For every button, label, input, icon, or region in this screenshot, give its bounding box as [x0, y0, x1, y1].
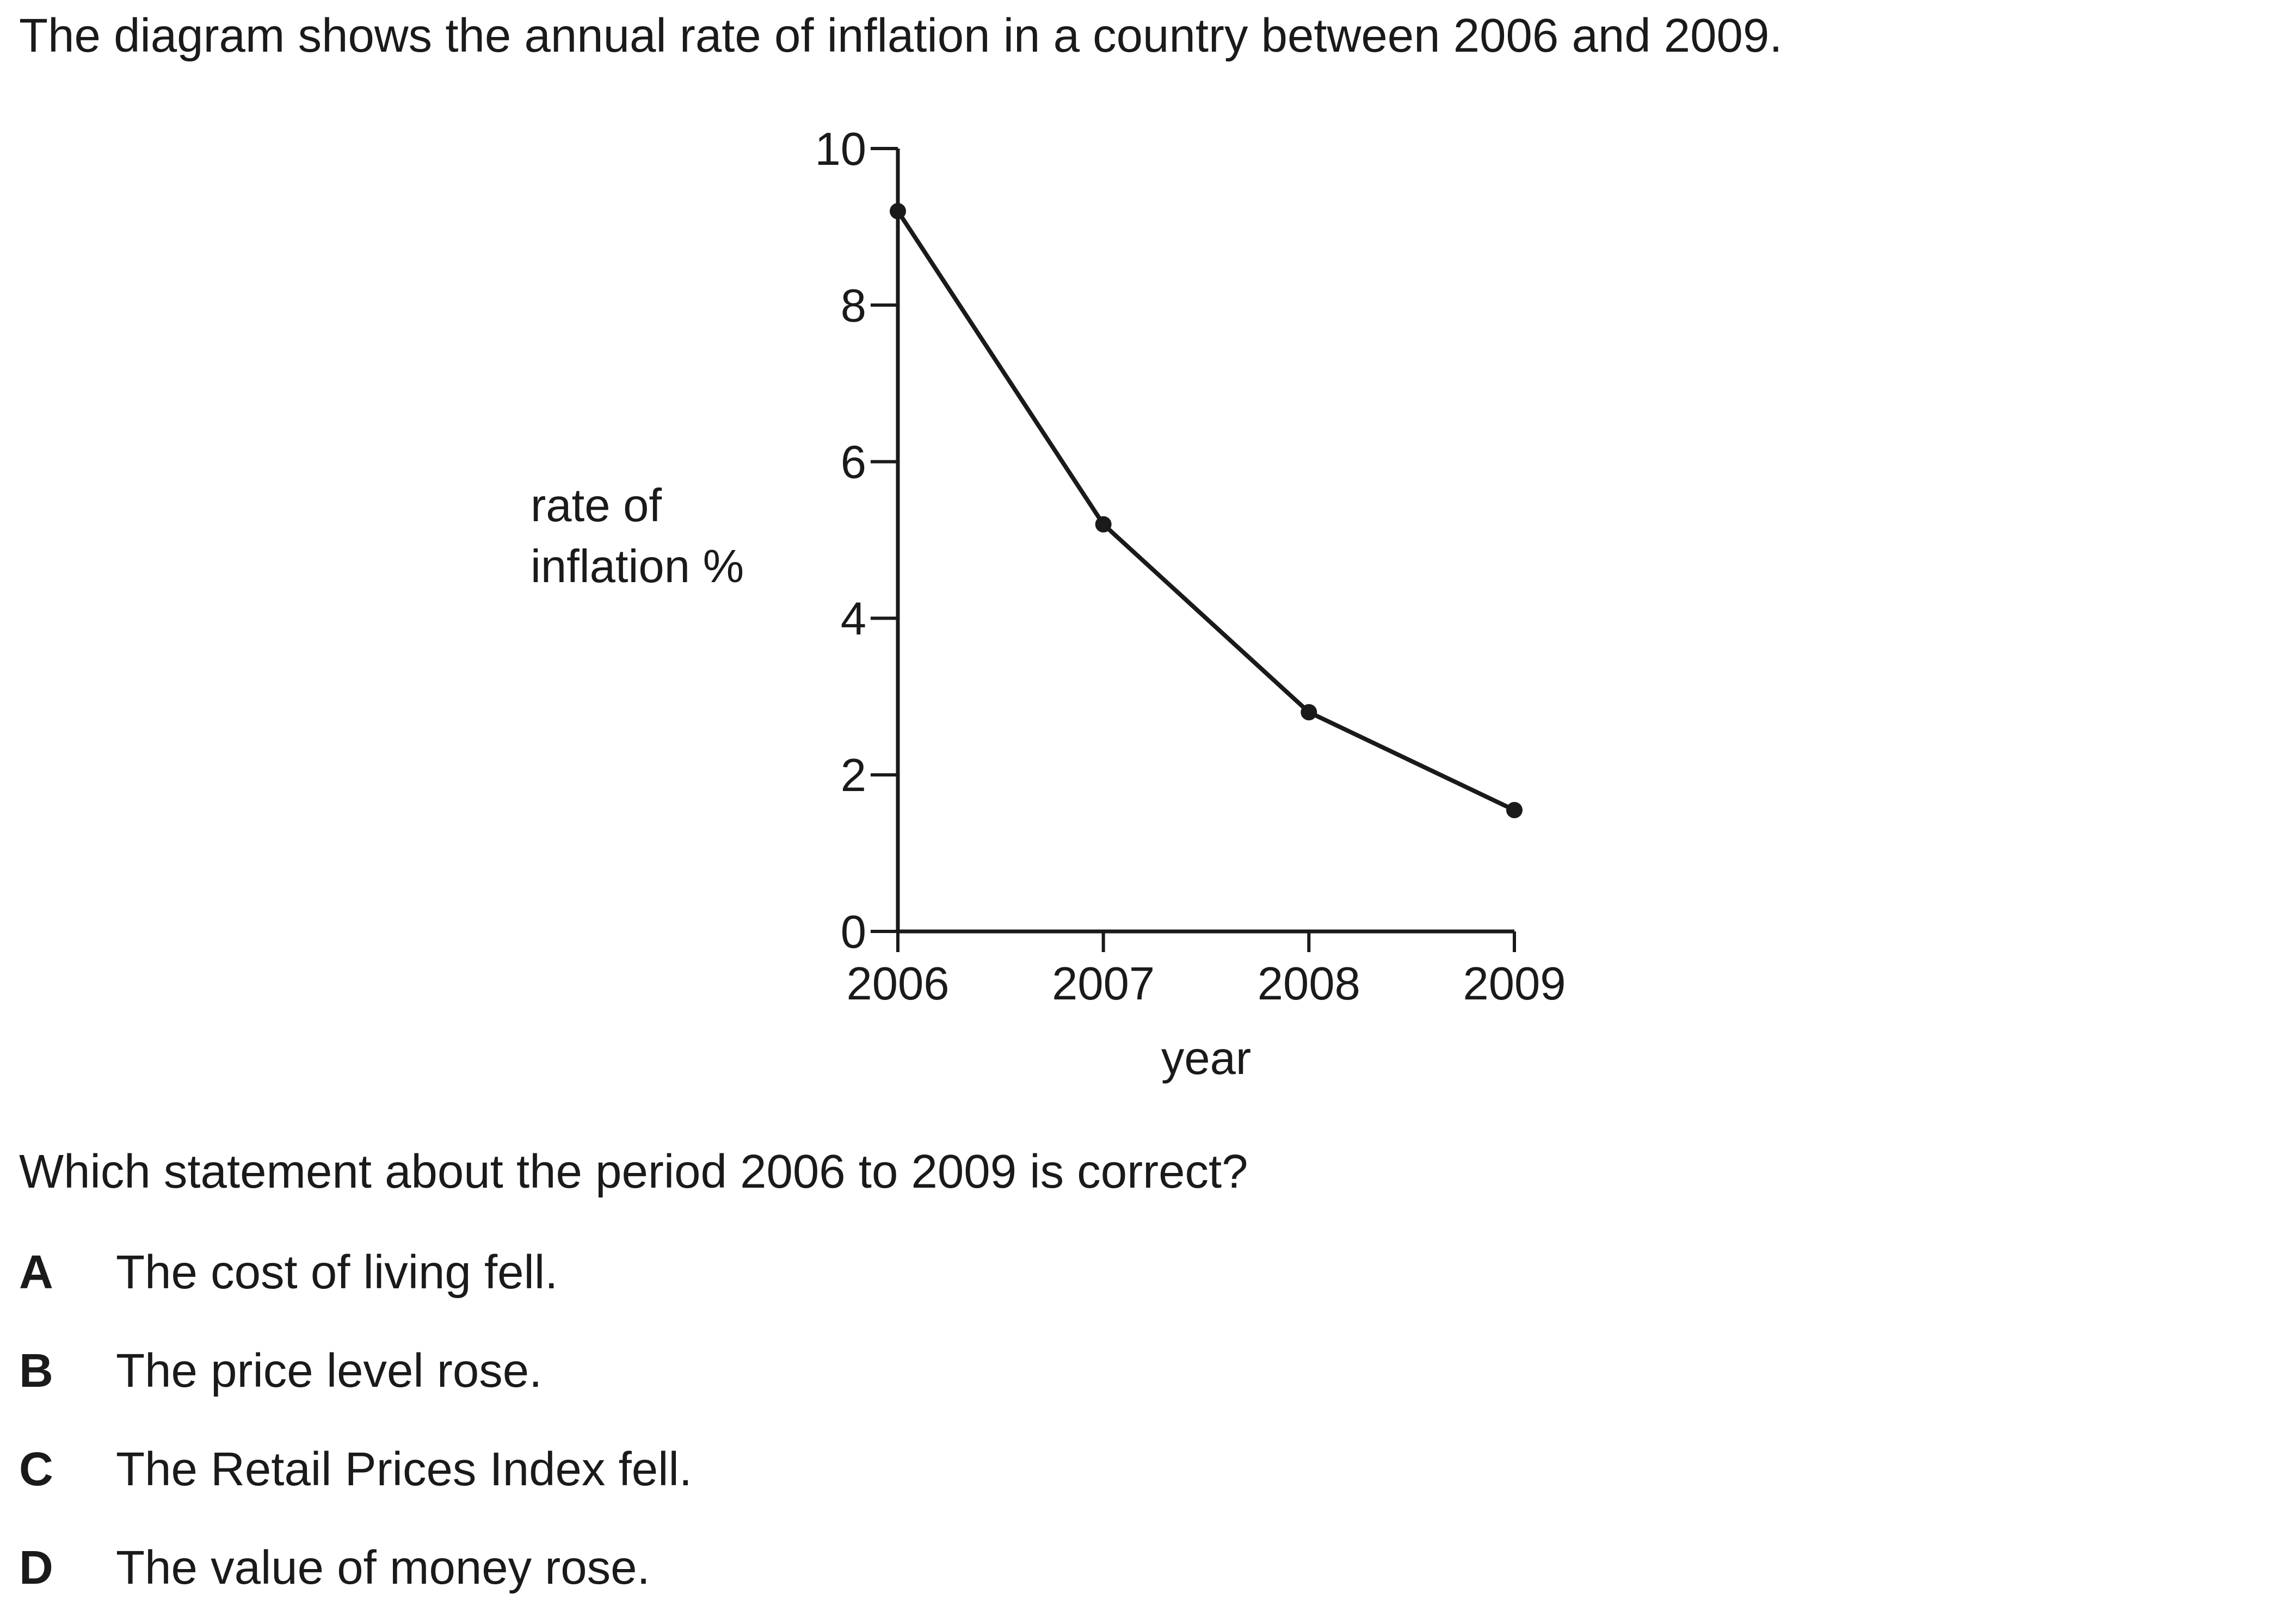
option-d-letter: D — [19, 1541, 53, 1594]
data-point — [1506, 801, 1523, 818]
option-d[interactable]: D The value of money rose. — [19, 1539, 650, 1598]
option-a[interactable]: A The cost of living fell. — [19, 1243, 558, 1302]
option-b-text: The price level rose. — [116, 1344, 543, 1397]
inflation-line-chart: 0 2 4 6 8 10 2006 2007 2008 2009 year rate of inflat… — [531, 124, 1566, 1084]
x-tick-label: 2009 — [1463, 958, 1566, 1010]
option-a-letter: A — [19, 1246, 53, 1299]
y-tick-label: 10 — [815, 124, 866, 175]
y-axis-label-line: rate of — [531, 480, 662, 532]
y-tick-label: 2 — [841, 750, 866, 801]
x-tick-label: 2006 — [846, 958, 949, 1010]
y-tick-label: 0 — [841, 906, 866, 958]
x-tick-label: 2008 — [1258, 958, 1360, 1010]
option-c-letter: C — [19, 1443, 53, 1496]
intro-text: The diagram shows the annual rate of inf… — [19, 9, 1783, 62]
option-c-text: The Retail Prices Index fell. — [116, 1443, 692, 1496]
x-axis-label: year — [1161, 1033, 1251, 1084]
option-d-text: The value of money rose. — [116, 1541, 650, 1594]
series-line — [896, 209, 1515, 812]
x-tick-label: 2007 — [1052, 958, 1155, 1010]
data-point — [890, 203, 906, 220]
y-axis-label-line: inflation % — [531, 541, 744, 592]
data-point — [1301, 704, 1317, 721]
y-tick-label: 6 — [841, 437, 866, 489]
option-b[interactable]: B The price level rose. — [19, 1342, 542, 1401]
question-text: Which statement about the period 2006 to… — [19, 1145, 1248, 1198]
y-tick-label: 4 — [841, 593, 866, 645]
option-b-letter: B — [19, 1344, 53, 1397]
option-c[interactable]: C The Retail Prices Index fell. — [19, 1440, 692, 1499]
option-a-text: The cost of living fell. — [116, 1246, 558, 1299]
data-point — [1095, 516, 1112, 533]
y-tick-label: 8 — [841, 280, 866, 332]
